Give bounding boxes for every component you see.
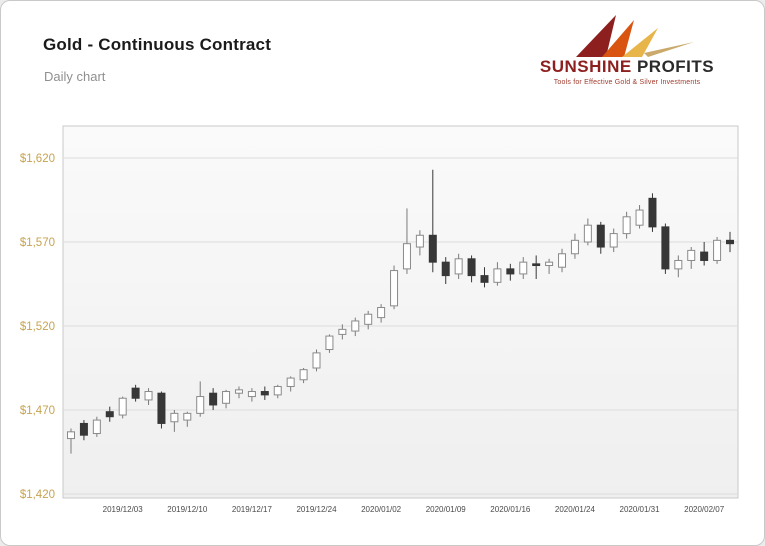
x-axis-label: 2020/01/24 [555,505,596,514]
candle-body [390,270,399,307]
logo-text-sunshine: SUNSHINE [539,57,632,76]
candle-body [402,243,411,270]
candle-body [247,391,256,398]
x-axis-label: 2019/12/24 [296,505,337,514]
candle-body [506,268,515,275]
logo-arrow-tip [644,42,694,57]
candle-body [260,391,269,396]
y-axis-label: $1,420 [20,489,55,501]
candle-body [209,392,218,406]
candle-body [648,197,657,228]
candle-body [338,328,347,335]
candle-body [661,226,670,270]
y-axis-label: $1,520 [20,321,55,333]
candle-body [415,234,424,248]
candle-body [622,216,631,235]
candlestick-chart: $1,620 $1,570 $1,520 $1,470 $1,420 2019/12/03… [20,125,739,514]
candle-body [583,224,592,243]
candle-body [519,261,528,275]
candle-body [687,249,696,261]
candle-body [480,275,489,283]
candle-body [196,396,205,414]
x-axis-label: 2019/12/10 [167,505,208,514]
candle-body [545,261,554,267]
logo-blade-orange [602,20,634,57]
candle-body [273,385,282,396]
candle-body [92,419,101,435]
candle-body [467,258,476,277]
candle-body [105,411,114,418]
candle-body [325,335,334,351]
candle-body [131,387,140,399]
candle-body [700,251,709,261]
candle-body [67,431,75,440]
x-axis-label: 2020/01/09 [426,505,467,514]
candle-body [674,259,683,270]
x-axis-label: 2020/01/02 [361,505,402,514]
candle-body [532,263,541,267]
candle-body [570,239,579,255]
candle-body [635,209,644,226]
candle-body [609,233,618,248]
candle-body [351,320,360,332]
y-axis-label: $1,570 [20,237,55,249]
candle-body [234,389,243,394]
logo-blade-dark-red [576,15,616,57]
candle-body [286,377,295,387]
chart-subtitle: Daily chart [44,69,106,84]
x-axis-label: 2020/02/07 [684,505,725,514]
candle-body [377,307,386,319]
sunshine-profits-arrow-icon [576,15,694,57]
logo-blade-gold [622,28,658,57]
candle-body [441,261,450,277]
candle-body [428,234,437,263]
x-axis-label: 2019/12/17 [232,505,273,514]
candle-body [157,392,166,424]
candle-body [364,313,373,325]
x-axis-label: 2019/12/03 [103,505,144,514]
candle-body [558,253,567,268]
page-title: Gold - Continuous Contract [43,35,272,54]
candle-body [299,369,308,381]
candle-body [454,258,463,275]
candle-body [79,422,88,436]
logo-name: SUNSHINE PROFITS [538,57,716,77]
x-axis-label: 2020/01/31 [620,505,661,514]
sunshine-profits-logo: SUNSHINE PROFITS Tools for Effective Gol… [538,13,716,86]
logo-text-profits: PROFITS [636,57,715,76]
candle-body [713,239,722,261]
plot-area [62,125,739,499]
candle-body [493,268,502,283]
candle-body [596,224,605,248]
y-axis-label: $1,470 [20,405,55,417]
candle-body [144,391,153,401]
y-axis-label: $1,620 [20,153,55,165]
logo-tagline: Tools for Effective Gold & Silver Invest… [553,79,701,86]
candle-body [312,352,321,369]
candle-body [183,412,192,421]
candle-body [726,239,734,245]
x-axis-label: 2020/01/16 [490,505,531,514]
candle-body [222,391,231,404]
candle-body [118,397,127,416]
candle-body [170,412,179,423]
